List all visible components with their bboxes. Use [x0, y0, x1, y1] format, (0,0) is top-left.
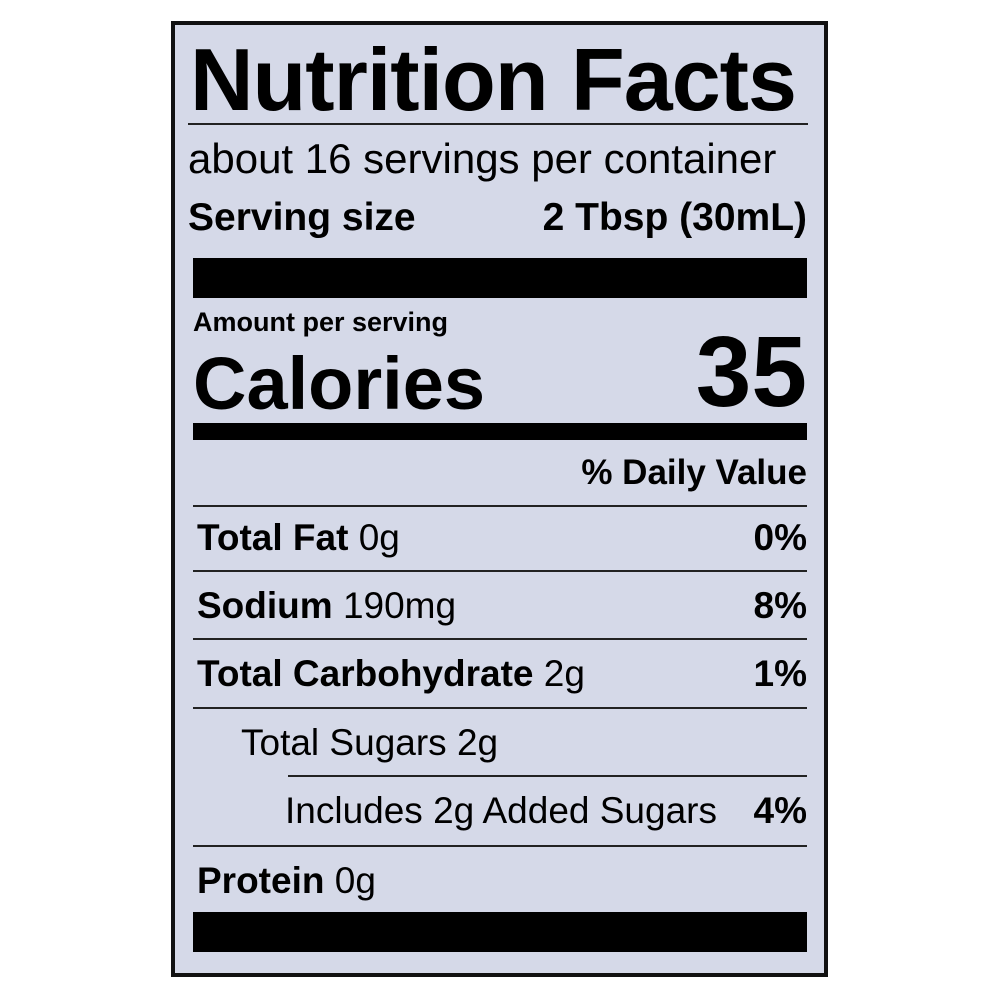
divider: [193, 505, 807, 507]
divider: [193, 845, 807, 847]
serving-size-label: Serving size: [188, 196, 416, 239]
nutrient-name: Protein: [197, 860, 325, 901]
divider: [193, 570, 807, 572]
nutrient-amount: 190mg: [342, 585, 457, 626]
medium-bar: [193, 423, 807, 440]
nutrient-row-total-sugars: Total Sugars 2g: [241, 722, 499, 763]
amount-per-serving: Amount per serving: [193, 307, 449, 337]
nutrient-amount: 2g: [543, 653, 585, 694]
nutrient-row-protein: Protein 0g: [197, 862, 376, 899]
calories-value: 35: [695, 316, 807, 428]
nutrient-dv: 1%: [753, 653, 807, 694]
divider: [188, 123, 808, 125]
nutrition-facts-label: [171, 21, 828, 977]
divider: [193, 707, 807, 709]
thick-bar: [193, 912, 807, 952]
nutrient-row-added-sugars: Includes 2g Added Sugars: [285, 790, 717, 831]
nutrient-name: Total Carbohydrate: [197, 653, 534, 694]
nutrient-row-total-fat: Total Fat 0g: [197, 519, 400, 556]
nutrient-row-sodium: Sodium 190mg: [197, 587, 456, 624]
nutrient-dv: 0%: [753, 517, 807, 558]
nutrient-row-total-carbohydrate: Total Carbohydrate 2g: [197, 655, 585, 692]
nutrient-name: Sodium: [197, 585, 333, 626]
divider: [288, 775, 807, 777]
calories-label: Calories: [193, 342, 486, 425]
label-title: Nutrition Facts: [190, 30, 797, 129]
nutrient-amount: 0g: [334, 860, 376, 901]
nutrient-name: Total Fat: [197, 517, 349, 558]
nutrient-amount: 0g: [358, 517, 400, 558]
nutrient-dv: 4%: [753, 790, 807, 831]
serving-size-value: 2 Tbsp (30mL): [542, 196, 807, 239]
servings-per-container: about 16 servings per container: [188, 135, 777, 182]
divider: [193, 638, 807, 640]
daily-value-header: % Daily Value: [581, 453, 807, 492]
thick-bar: [193, 258, 807, 298]
nutrient-dv: 8%: [753, 585, 807, 626]
